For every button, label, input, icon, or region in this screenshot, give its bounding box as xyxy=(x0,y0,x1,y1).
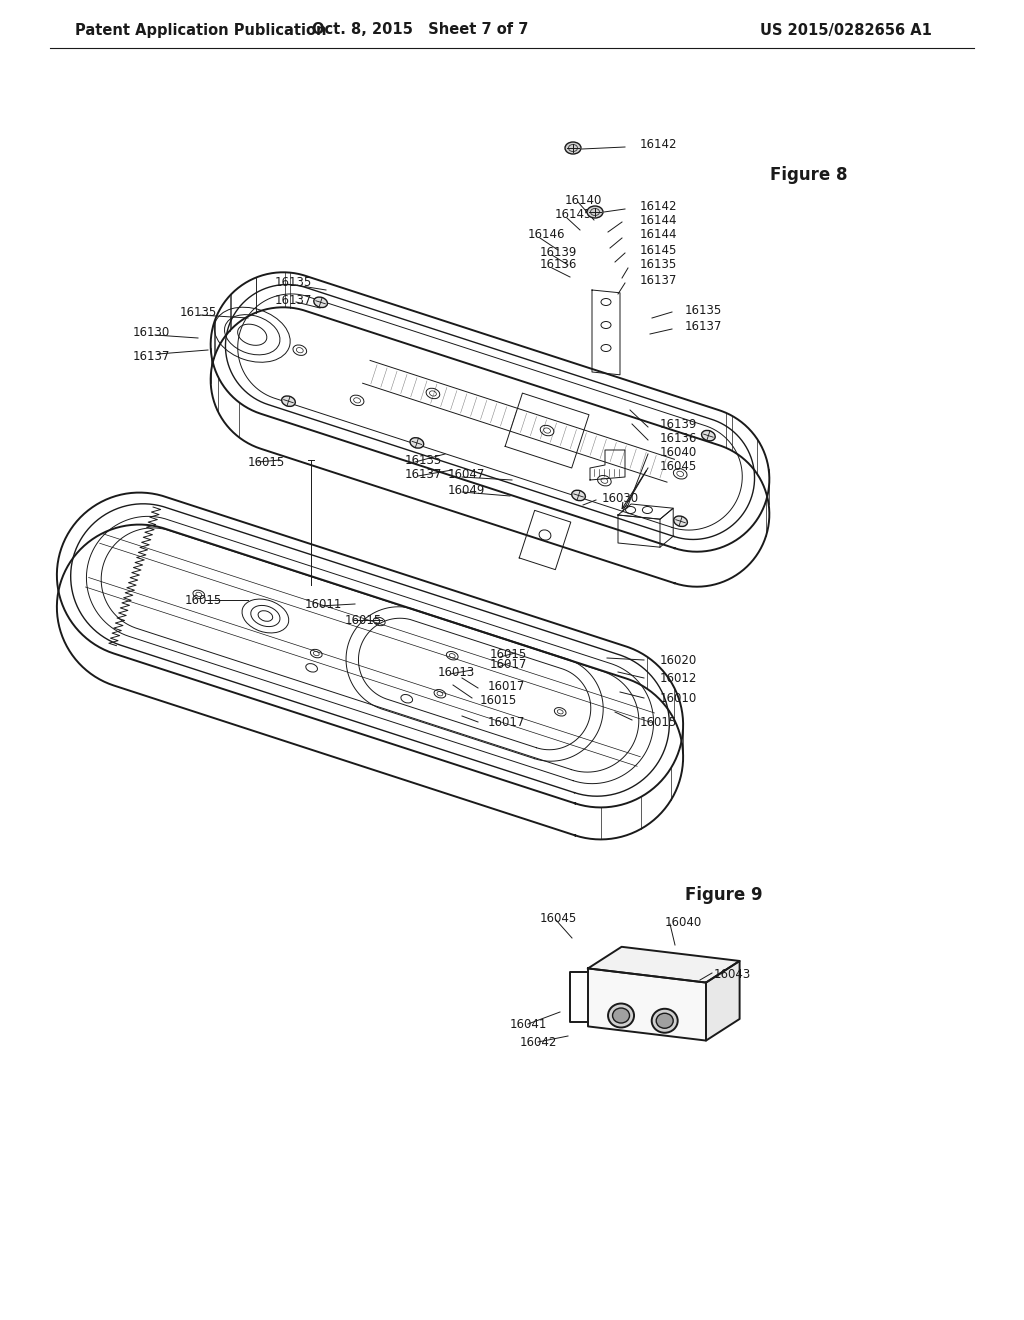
Text: 16015: 16015 xyxy=(345,614,382,627)
Ellipse shape xyxy=(282,396,295,407)
Text: 16017: 16017 xyxy=(490,659,527,672)
Ellipse shape xyxy=(674,516,687,527)
Text: 16042: 16042 xyxy=(520,1035,557,1048)
Text: 16140: 16140 xyxy=(565,194,602,206)
Text: 16142: 16142 xyxy=(640,201,678,214)
Text: 16136: 16136 xyxy=(660,432,697,445)
Text: 16045: 16045 xyxy=(540,912,578,924)
Text: Patent Application Publication: Patent Application Publication xyxy=(75,22,327,37)
Ellipse shape xyxy=(608,1003,634,1027)
Ellipse shape xyxy=(410,438,424,447)
Ellipse shape xyxy=(313,297,328,308)
Text: 16139: 16139 xyxy=(540,246,578,259)
Ellipse shape xyxy=(565,143,581,154)
Text: 16017: 16017 xyxy=(488,715,525,729)
Text: 16015: 16015 xyxy=(185,594,222,606)
Text: 16136: 16136 xyxy=(540,259,578,272)
Ellipse shape xyxy=(656,1014,673,1028)
Text: 16142: 16142 xyxy=(640,139,678,152)
Text: 16135: 16135 xyxy=(640,259,677,272)
Text: 16020: 16020 xyxy=(660,653,697,667)
Text: 16015: 16015 xyxy=(640,715,677,729)
Ellipse shape xyxy=(612,1008,630,1023)
Text: 16137: 16137 xyxy=(640,273,677,286)
Text: 16047: 16047 xyxy=(449,467,485,480)
Text: 16139: 16139 xyxy=(660,418,697,432)
Text: 16135: 16135 xyxy=(406,454,442,466)
Text: 16045: 16045 xyxy=(660,459,697,473)
Text: 16145: 16145 xyxy=(555,209,592,222)
Text: Figure 9: Figure 9 xyxy=(685,886,763,904)
Text: 16137: 16137 xyxy=(133,351,170,363)
Text: 16015: 16015 xyxy=(480,693,517,706)
Ellipse shape xyxy=(571,490,586,500)
Text: 16135: 16135 xyxy=(685,304,722,317)
Text: 16049: 16049 xyxy=(449,483,485,496)
Polygon shape xyxy=(706,961,739,1040)
Text: 16012: 16012 xyxy=(660,672,697,685)
Text: 16137: 16137 xyxy=(685,319,722,333)
Text: Figure 8: Figure 8 xyxy=(770,166,848,183)
Text: 16040: 16040 xyxy=(660,446,697,458)
Text: 16144: 16144 xyxy=(640,228,678,242)
Text: 16130: 16130 xyxy=(133,326,170,338)
Ellipse shape xyxy=(701,430,715,441)
Ellipse shape xyxy=(587,206,603,218)
Text: 16010: 16010 xyxy=(660,692,697,705)
Text: US 2015/0282656 A1: US 2015/0282656 A1 xyxy=(760,22,932,37)
Text: 16040: 16040 xyxy=(665,916,702,928)
Text: 16017: 16017 xyxy=(488,680,525,693)
Polygon shape xyxy=(588,969,706,1040)
Text: 16135: 16135 xyxy=(180,305,217,318)
Text: 16145: 16145 xyxy=(640,243,677,256)
Text: 16135: 16135 xyxy=(275,276,312,289)
Text: 16015: 16015 xyxy=(490,648,527,661)
Text: 16146: 16146 xyxy=(528,228,565,242)
Text: 16030: 16030 xyxy=(602,491,639,504)
Text: 16137: 16137 xyxy=(406,467,442,480)
Text: 16011: 16011 xyxy=(305,598,342,611)
Text: 16144: 16144 xyxy=(640,214,678,227)
Text: Oct. 8, 2015   Sheet 7 of 7: Oct. 8, 2015 Sheet 7 of 7 xyxy=(312,22,528,37)
Text: 16137: 16137 xyxy=(275,293,312,306)
Ellipse shape xyxy=(651,1008,678,1032)
Text: 16013: 16013 xyxy=(438,665,475,678)
Text: 16041: 16041 xyxy=(510,1019,548,1031)
Text: 16043: 16043 xyxy=(714,969,752,982)
Text: 16015: 16015 xyxy=(248,455,286,469)
Polygon shape xyxy=(588,946,739,982)
